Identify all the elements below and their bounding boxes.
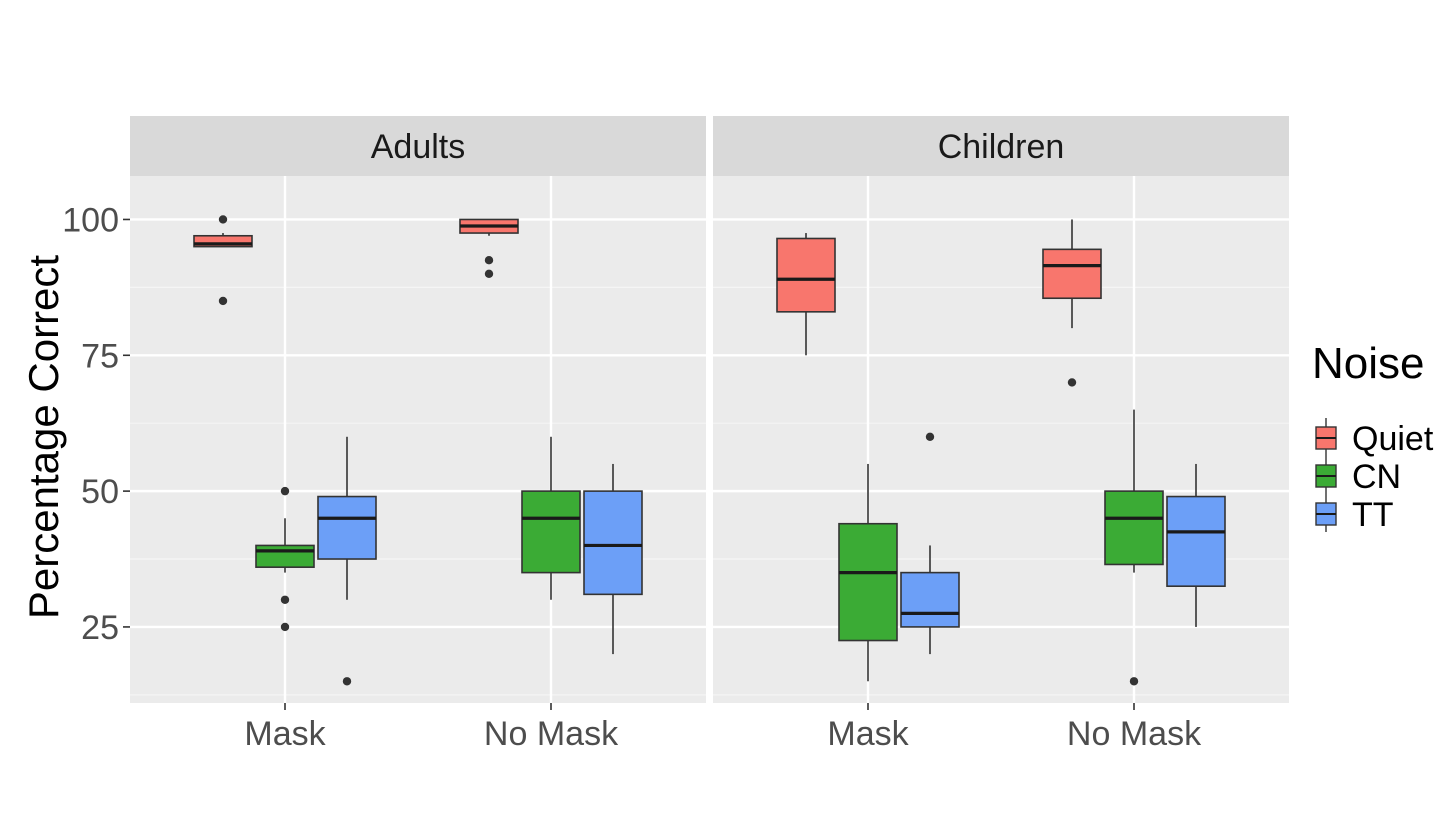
box-body	[838, 522, 898, 642]
facet-panels: Adults Children	[130, 116, 1289, 703]
box-quiet-mask	[776, 233, 836, 356]
box-body	[1166, 495, 1226, 587]
box-cn-mask	[255, 486, 315, 632]
box-quiet-mask	[193, 215, 253, 306]
y-tick-label: 100	[62, 201, 119, 239]
outlier-point	[280, 622, 290, 632]
facet-panel-adults: Adults	[130, 116, 706, 703]
box-quiet-no-mask	[459, 218, 519, 278]
box-quiet-no-mask	[1042, 219, 1102, 387]
box-tt-mask	[317, 436, 377, 686]
legend-title: Noise	[1312, 339, 1425, 388]
box-tt-no-mask	[583, 463, 643, 655]
legend-label: CN	[1352, 458, 1401, 496]
facet-strip-label: Children	[938, 128, 1065, 166]
legend-item-cn: CN	[1315, 456, 1401, 496]
outlier-point	[280, 486, 290, 496]
outlier-point	[1129, 677, 1139, 686]
outlier-point	[218, 215, 228, 224]
box-body	[1104, 490, 1164, 566]
x-tick-label: Mask	[827, 715, 909, 753]
box-cn-no-mask	[521, 436, 581, 600]
outlier-point	[342, 677, 352, 686]
x-axis: Mask No Mask Mask No Mask	[244, 703, 1202, 753]
outlier-point	[484, 256, 494, 265]
x-tick-label: No Mask	[1067, 715, 1202, 753]
outlier-point	[218, 296, 228, 306]
box-body	[900, 571, 960, 628]
y-axis-label: Percentage Correct	[20, 255, 67, 620]
legend-item-quiet: Quiet	[1315, 418, 1434, 458]
box-cn-mask	[838, 463, 898, 682]
box-tt-no-mask	[1166, 463, 1226, 627]
y-tick-label: 50	[81, 473, 119, 511]
x-tick-label: No Mask	[484, 715, 619, 753]
legend-label: Quiet	[1352, 420, 1434, 458]
outlier-point	[280, 595, 290, 604]
y-tick-label: 25	[81, 609, 119, 647]
box-body	[317, 495, 377, 560]
legend-item-tt: TT	[1315, 494, 1394, 534]
box-body	[193, 234, 253, 248]
facet-strip	[713, 116, 1289, 176]
x-tick-label: Mask	[244, 715, 326, 753]
y-axis: 25 50 75 100	[62, 201, 130, 647]
box-body	[583, 490, 643, 596]
box-body	[776, 237, 836, 313]
facet-panel-children: Children	[713, 116, 1289, 703]
box-cn-no-mask	[1104, 409, 1164, 686]
panel-background	[130, 176, 706, 703]
facet-strip	[130, 116, 706, 176]
y-tick-label: 75	[81, 337, 119, 375]
legend-label: TT	[1352, 496, 1394, 534]
outlier-point	[484, 269, 494, 278]
outlier-point	[925, 432, 935, 441]
box-body	[255, 544, 315, 568]
box-tt-mask	[900, 432, 960, 655]
box-body	[1042, 248, 1102, 300]
outlier-point	[1067, 378, 1077, 387]
box-body	[521, 490, 581, 574]
facet-strip-label: Adults	[371, 128, 466, 166]
